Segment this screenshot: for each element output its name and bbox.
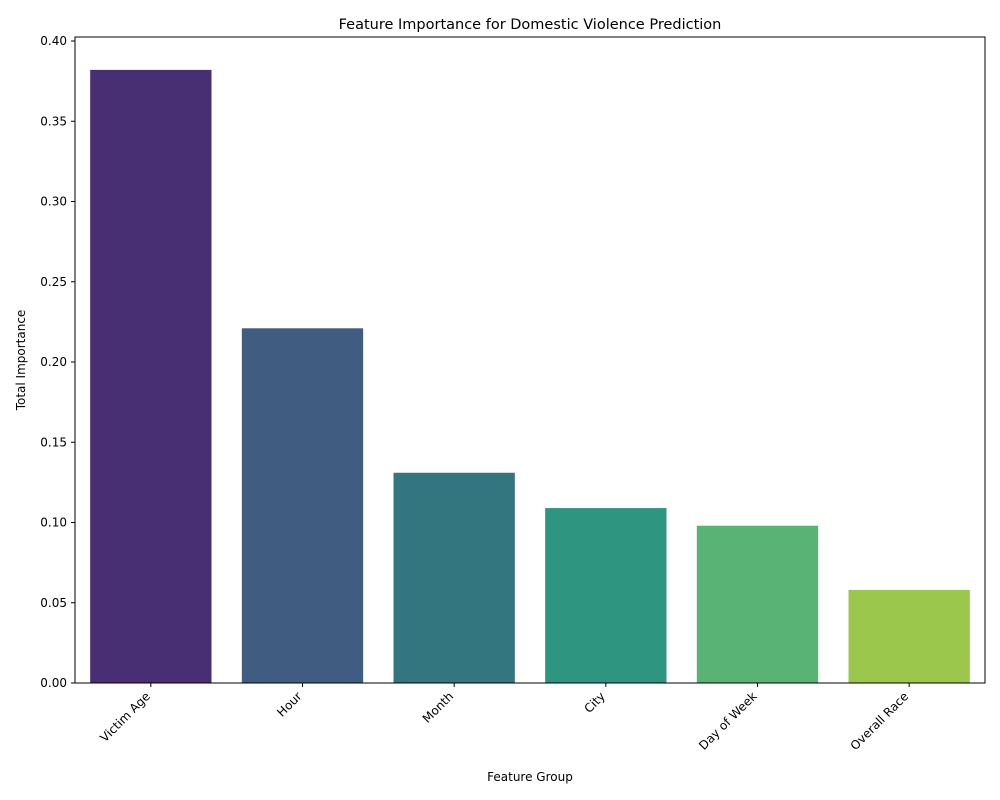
- axes-frame: [74, 36, 986, 684]
- bar: [241, 328, 364, 683]
- x-tick-label: Day of Week: [696, 689, 760, 753]
- y-tick-label: 0.35: [40, 114, 67, 128]
- bar: [393, 472, 515, 683]
- y-tick-label: 0.40: [40, 34, 67, 48]
- x-tick-label: Hour: [274, 689, 304, 719]
- y-tick-label: 0.10: [40, 516, 67, 530]
- y-tick-label: 0.30: [40, 195, 67, 209]
- y-tick-label: 0.20: [40, 355, 67, 369]
- y-tick-label: 0.25: [40, 275, 67, 289]
- y-tick-label: 0.00: [40, 676, 67, 690]
- x-tick-label: Victim Age: [97, 689, 153, 745]
- bar: [696, 525, 819, 683]
- x-tick-label: Month: [420, 689, 457, 726]
- bar: [848, 589, 970, 683]
- x-tick-label: City: [581, 689, 608, 716]
- bar: [90, 69, 212, 683]
- y-tick-label: 0.15: [40, 435, 67, 449]
- y-axis-label: Total Importance: [14, 310, 28, 412]
- bar: [545, 508, 667, 683]
- y-tick-label: 0.05: [40, 596, 67, 610]
- plot-area: 0.00 0.05 0.10 0.15 0.20 0.25 0.30 0.35 0.40 Vict…: [40, 34, 986, 753]
- x-tick-label: Overall Race: [848, 689, 912, 753]
- x-axis-label: Feature Group: [487, 770, 573, 784]
- chart-title: Feature Importance for Domestic Violence…: [339, 17, 722, 33]
